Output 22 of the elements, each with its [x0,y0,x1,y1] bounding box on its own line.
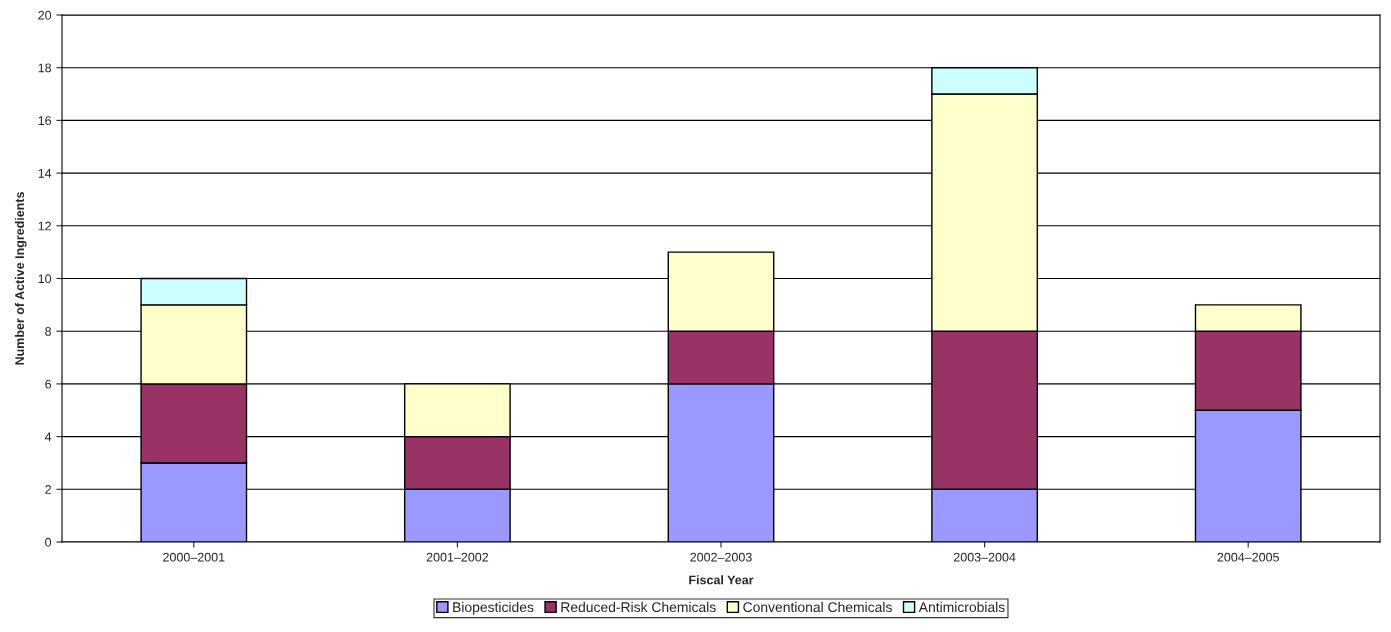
y-tick-label: 18 [38,63,52,73]
x-tick-label: 2004–2005 [1217,552,1279,562]
y-tick-label: 0 [45,537,52,547]
x-tick-label: 2003–2004 [953,552,1016,562]
legend-label: Antimicrobials [918,601,1005,613]
y-tick-label: 12 [38,221,51,231]
y-tick-label: 14 [38,169,52,178]
y-tick-label: 2 [45,485,51,494]
y-tick-label: 8 [45,327,52,336]
y-axis-title: Number of Active Ingredients [14,192,27,365]
x-tick-label: 2002–2003 [690,552,752,562]
x-axis-title: Fiscal Year [689,575,754,585]
y-tick-label: 4 [44,432,52,442]
y-tick-label: 6 [45,379,52,389]
y-tick-label: 10 [38,274,52,284]
legend-label: Conventional Chemicals [743,601,892,613]
legend-label: Biopesticides [453,601,534,615]
x-tick-label: 2000–2001 [163,552,225,562]
x-tick-label: 2001–2002 [426,552,489,562]
legend-label: Reduced-Risk Chemicals [561,601,716,613]
y-tick-label: 16 [38,116,52,126]
y-tick-label: 20 [38,10,52,20]
